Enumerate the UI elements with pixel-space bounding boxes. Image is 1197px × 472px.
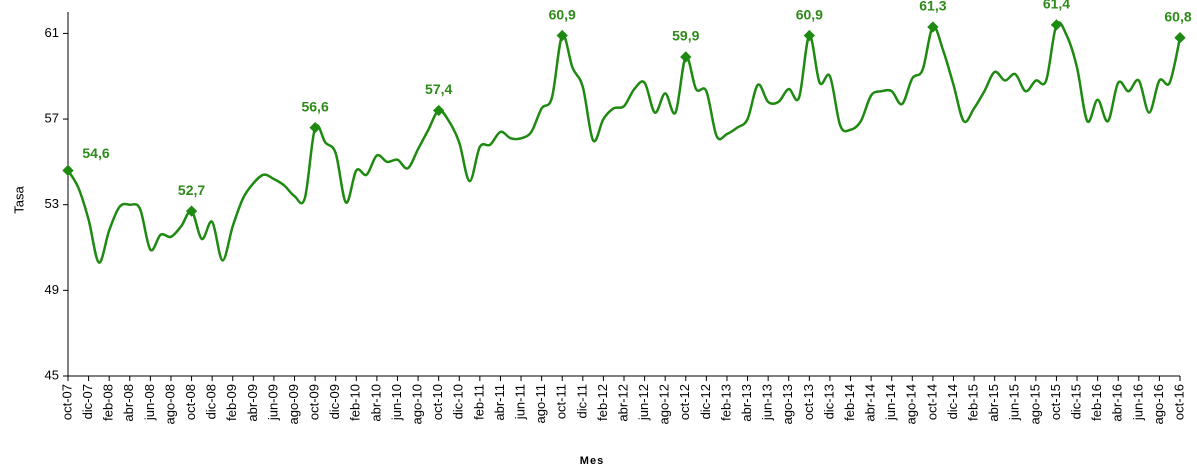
x-tick-label: jun-09 xyxy=(265,384,280,421)
value-label: 54,6 xyxy=(82,145,109,161)
x-tick-label: feb-08 xyxy=(101,384,116,421)
x-tick-label: abr-10 xyxy=(368,384,383,422)
y-tick-label: 61 xyxy=(45,25,59,40)
x-tick-label: ago-16 xyxy=(1151,384,1166,424)
marker xyxy=(680,51,692,63)
value-label: 56,6 xyxy=(301,98,328,114)
x-tick-label: ago-09 xyxy=(286,384,301,424)
x-tick-label: jun-14 xyxy=(883,384,898,421)
x-tick-label: oct-10 xyxy=(430,384,445,420)
x-tick-label: feb-14 xyxy=(842,384,857,421)
x-tick-label: ago-15 xyxy=(1027,384,1042,424)
x-tick-label: feb-09 xyxy=(224,384,239,421)
value-label: 61,3 xyxy=(919,0,946,14)
x-tick-label: jun-10 xyxy=(389,384,404,421)
x-tick-label: dic-08 xyxy=(204,384,219,419)
x-tick-label: abr-13 xyxy=(739,384,754,422)
x-tick-label: dic-15 xyxy=(1068,384,1083,419)
x-axis-label: Mes xyxy=(580,455,604,467)
y-tick-label: 49 xyxy=(45,282,59,297)
x-tick-label: oct-09 xyxy=(307,384,322,420)
value-label: 61,4 xyxy=(1043,0,1070,12)
y-tick-label: 53 xyxy=(45,196,59,211)
value-label: 59,9 xyxy=(672,28,699,44)
x-tick-label: abr-11 xyxy=(492,384,507,421)
line xyxy=(66,21,1182,264)
x-tick-label: jun-11 xyxy=(512,384,527,420)
marker xyxy=(185,205,198,217)
x-tick-label: dic-09 xyxy=(327,384,342,419)
x-tick-label: ago-11 xyxy=(533,384,548,424)
x-tick-label: jun-15 xyxy=(1007,384,1022,421)
x-tick-label: feb-16 xyxy=(1089,384,1104,421)
x-tick-label: dic-14 xyxy=(945,384,960,419)
value-label: 60,9 xyxy=(549,6,576,22)
marker xyxy=(1050,19,1063,31)
y-axis-label: Tasa xyxy=(11,186,26,214)
marker xyxy=(803,29,815,42)
x-tick-label: abr-09 xyxy=(245,384,260,422)
y-tick-label: 57 xyxy=(45,110,59,125)
x-tick-label: dic-12 xyxy=(698,384,713,419)
x-tick-label: feb-13 xyxy=(718,384,733,421)
x-tick-label: oct-07 xyxy=(59,384,74,420)
x-tick-label: oct-08 xyxy=(183,384,198,420)
x-tick-label: ago-10 xyxy=(410,384,425,424)
x-tick-label: ago-08 xyxy=(162,384,177,424)
x-tick-label: dic-10 xyxy=(451,384,466,419)
marker xyxy=(1174,32,1186,44)
x-tick-label: abr-16 xyxy=(1110,384,1125,422)
x-tick-label: oct-15 xyxy=(1048,384,1063,420)
x-tick-label: abr-15 xyxy=(986,384,1001,422)
marker xyxy=(309,121,321,134)
x-tick-label: feb-15 xyxy=(966,384,981,421)
x-tick-label: ago-14 xyxy=(904,384,919,424)
value-label: 57,4 xyxy=(425,81,452,97)
x-tick-label: oct-14 xyxy=(924,384,939,420)
y-tick-label: 45 xyxy=(45,367,59,382)
x-tick-label: feb-11 xyxy=(471,384,486,420)
x-tick-label: ago-13 xyxy=(780,384,795,424)
x-tick-label: oct-12 xyxy=(677,384,692,420)
x-tick-label: oct-11 xyxy=(554,384,569,419)
x-tick-label: jun-13 xyxy=(760,384,775,421)
value-label: 52,7 xyxy=(178,182,205,198)
x-tick-label: ago-12 xyxy=(657,384,672,424)
x-tick-label: jun-12 xyxy=(636,384,651,421)
x-tick-label: dic-07 xyxy=(80,384,95,419)
x-tick-label: abr-08 xyxy=(121,384,136,422)
x-tick-label: abr-14 xyxy=(863,384,878,422)
x-tick-label: abr-12 xyxy=(615,384,630,422)
x-tick-label: jun-16 xyxy=(1130,384,1145,421)
x-tick-label: feb-10 xyxy=(348,384,363,421)
value-label: 60,9 xyxy=(796,6,823,22)
x-tick-label: feb-12 xyxy=(595,384,610,421)
x-tick-label: dic-13 xyxy=(821,384,836,419)
x-tick-label: dic-11 xyxy=(574,384,589,418)
x-tick-label: oct-16 xyxy=(1171,384,1186,420)
x-tick-label: oct-13 xyxy=(801,384,816,420)
x-tick-label: jun-08 xyxy=(142,384,157,421)
value-label: 60,8 xyxy=(1164,8,1191,24)
